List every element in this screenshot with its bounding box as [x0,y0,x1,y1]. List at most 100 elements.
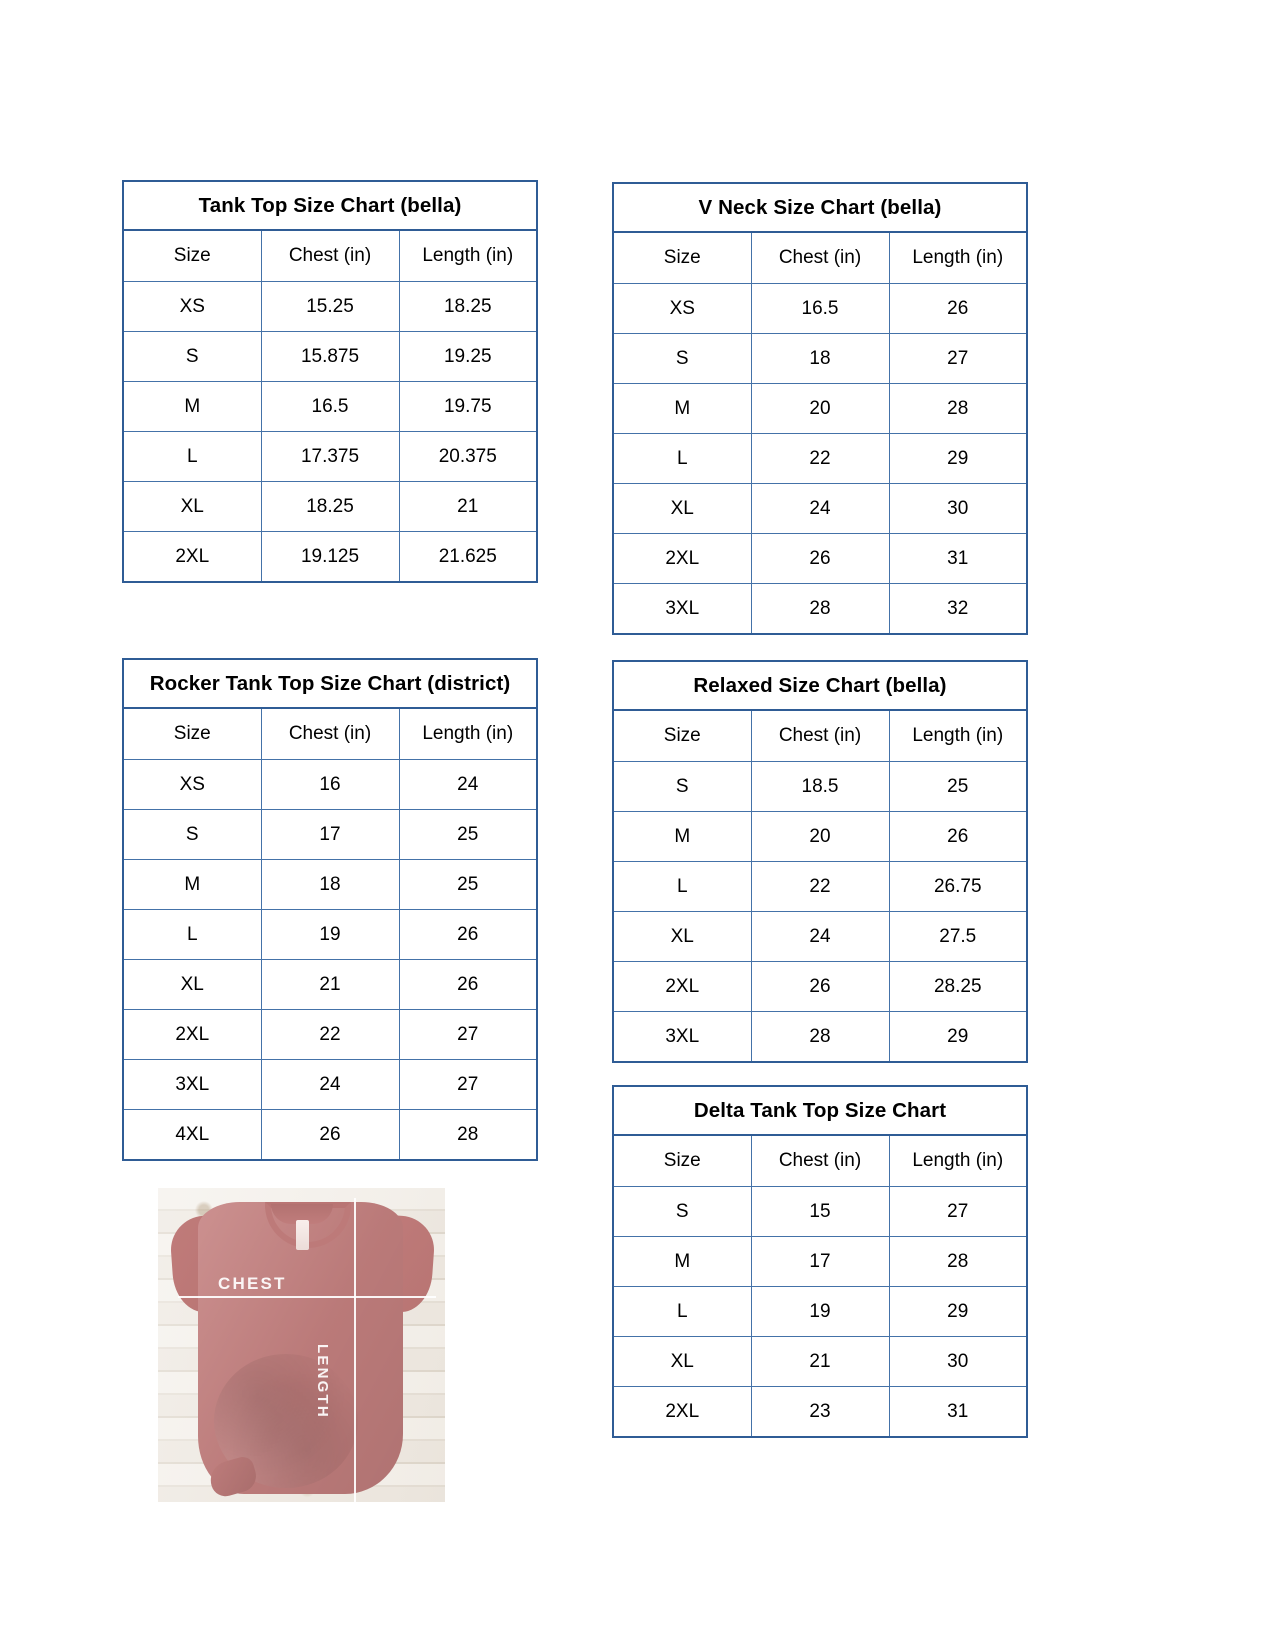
chest-cell: 24 [750,911,890,962]
table-row: XL 21 26 [122,959,538,1010]
column-header-length: Length (in) [888,231,1028,284]
chest-cell: 22 [750,433,890,484]
table-row: S 18 27 [612,333,1028,384]
length-cell: 30 [888,483,1028,534]
size-cell: XS [122,281,262,332]
table-row: L 22 26.75 [612,861,1028,912]
chest-guide-line [178,1296,436,1298]
length-cell: 21 [398,481,538,532]
column-header-size: Size [122,707,262,760]
size-cell: L [122,909,262,960]
size-chart-table-delta: Delta Tank Top Size Chart Size Chest (in) L… [612,1085,1028,1438]
chest-cell: 21 [750,1336,890,1387]
chest-cell: 17 [750,1236,890,1287]
chest-cell: 26 [260,1109,400,1161]
table-row: 4XL 26 28 [122,1109,538,1161]
tshirt-neck-tag [295,1220,309,1250]
chart-title: Tank Top Size Chart (bella) [122,180,538,231]
length-cell: 31 [888,533,1028,584]
table-row: L 19 26 [122,909,538,960]
table-header-row: Size Chest (in) Length (in) [612,231,1028,284]
size-cell: XS [122,759,262,810]
size-cell: M [122,381,262,432]
table-header-row: Size Chest (in) Length (in) [122,229,538,282]
column-header-length: Length (in) [398,229,538,282]
column-header-length: Length (in) [888,709,1028,762]
size-cell: 2XL [612,961,752,1012]
length-cell: 25 [888,761,1028,812]
length-cell: 21.625 [398,531,538,583]
chest-cell: 22 [750,861,890,912]
length-cell: 32 [888,583,1028,635]
size-cell: 2XL [122,1009,262,1060]
table-row: S 15 27 [612,1186,1028,1237]
chest-cell: 28 [750,583,890,635]
table-row: 2XL 23 31 [612,1386,1028,1438]
table-row: M 16.5 19.75 [122,381,538,432]
table-title-row: Relaxed Size Chart (bella) [612,660,1028,711]
chest-cell: 20 [750,811,890,862]
length-cell: 28 [888,1236,1028,1287]
chest-cell: 24 [750,483,890,534]
table-row: XL 21 30 [612,1336,1028,1387]
table-row: 2XL 26 28.25 [612,961,1028,1012]
column-header-chest: Chest (in) [260,707,400,760]
size-chart-table-vneck: V Neck Size Chart (bella) Size Chest (in) L… [612,182,1028,635]
table-row: S 15.875 19.25 [122,331,538,382]
size-cell: L [612,861,752,912]
length-cell: 26 [398,959,538,1010]
size-cell: XL [122,959,262,1010]
chart-title: Delta Tank Top Size Chart [612,1085,1028,1136]
size-cell: S [612,333,752,384]
size-cell: L [122,431,262,482]
size-chart-v-neck: V Neck Size Chart (bella) Size Chest (in) L… [612,182,1028,635]
length-measure-label: LENGTH [314,1344,331,1419]
table-title-row: Tank Top Size Chart (bella) [122,180,538,231]
table-row: S 18.5 25 [612,761,1028,812]
table-row: XL 24 30 [612,483,1028,534]
chest-cell: 19 [750,1286,890,1337]
table-row: L 22 29 [612,433,1028,484]
length-cell: 27 [398,1009,538,1060]
chest-measure-label: CHEST [218,1274,287,1293]
size-cell: 3XL [122,1059,262,1110]
table-title-row: Delta Tank Top Size Chart [612,1085,1028,1136]
chest-cell: 26 [750,533,890,584]
column-header-chest: Chest (in) [260,229,400,282]
length-cell: 30 [888,1336,1028,1387]
tshirt-illustration: CHEST LENGTH [164,1194,439,1502]
length-cell: 26 [888,811,1028,862]
length-cell: 29 [888,1011,1028,1063]
size-chart-table-relaxed: Relaxed Size Chart (bella) Size Chest (in)… [612,660,1028,1063]
chest-cell: 28 [750,1011,890,1063]
table-row: XS 16.5 26 [612,283,1028,334]
chest-cell: 17 [260,809,400,860]
table-row: XS 15.25 18.25 [122,281,538,332]
length-cell: 27 [888,333,1028,384]
length-cell: 29 [888,1286,1028,1337]
table-header-row: Size Chest (in) Length (in) [612,1134,1028,1187]
column-header-length: Length (in) [888,1134,1028,1187]
chart-title: V Neck Size Chart (bella) [612,182,1028,233]
chart-title: Rocker Tank Top Size Chart (district) [122,658,538,709]
table-row: XS 16 24 [122,759,538,810]
length-cell: 19.25 [398,331,538,382]
table-row: M 20 28 [612,383,1028,434]
length-cell: 19.75 [398,381,538,432]
length-cell: 31 [888,1386,1028,1438]
length-cell: 26.75 [888,861,1028,912]
length-cell: 28 [888,383,1028,434]
size-cell: XL [612,483,752,534]
table-row: M 18 25 [122,859,538,910]
size-cell: 2XL [612,533,752,584]
size-chart-table-tank: Tank Top Size Chart (bella) Size Chest (in… [122,180,538,583]
chart-title: Relaxed Size Chart (bella) [612,660,1028,711]
chest-cell: 18 [260,859,400,910]
length-cell: 27 [398,1059,538,1110]
column-header-size: Size [122,229,262,282]
chest-cell: 26 [750,961,890,1012]
column-header-length: Length (in) [398,707,538,760]
length-cell: 24 [398,759,538,810]
size-cell: S [122,331,262,382]
chest-cell: 24 [260,1059,400,1110]
